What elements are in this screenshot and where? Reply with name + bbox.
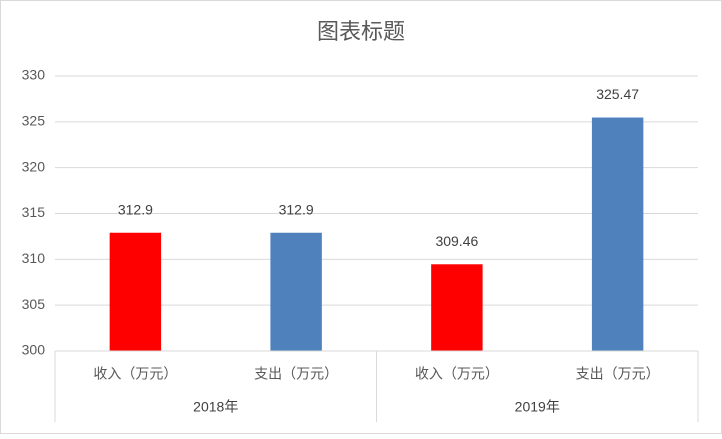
bar: [109, 232, 162, 351]
data-label: 309.46: [435, 233, 478, 249]
data-label: 312.9: [279, 201, 314, 217]
data-label: 325.47: [596, 86, 639, 102]
y-tick-label: 330: [22, 67, 46, 83]
x-tick-label: 支出（万元）: [254, 366, 338, 382]
group-label: 2018年: [193, 399, 238, 415]
x-tick-label: 收入（万元）: [415, 366, 499, 382]
x-tick-label: 支出（万元）: [576, 366, 660, 382]
chart-title: 图表标题: [317, 19, 405, 44]
group-label: 2019年: [515, 399, 560, 415]
y-tick-label: 320: [22, 158, 46, 174]
x-tick-label: 收入（万元）: [93, 366, 177, 382]
y-tick-label: 310: [22, 250, 46, 266]
y-tick-label: 300: [22, 342, 46, 358]
bar: [431, 264, 483, 351]
y-tick-label: 305: [22, 296, 46, 312]
y-tick-label: 315: [22, 204, 46, 220]
bar: [591, 117, 644, 352]
bar: [270, 232, 322, 351]
y-tick-label: 325: [22, 113, 46, 129]
data-label: 312.9: [118, 201, 153, 217]
